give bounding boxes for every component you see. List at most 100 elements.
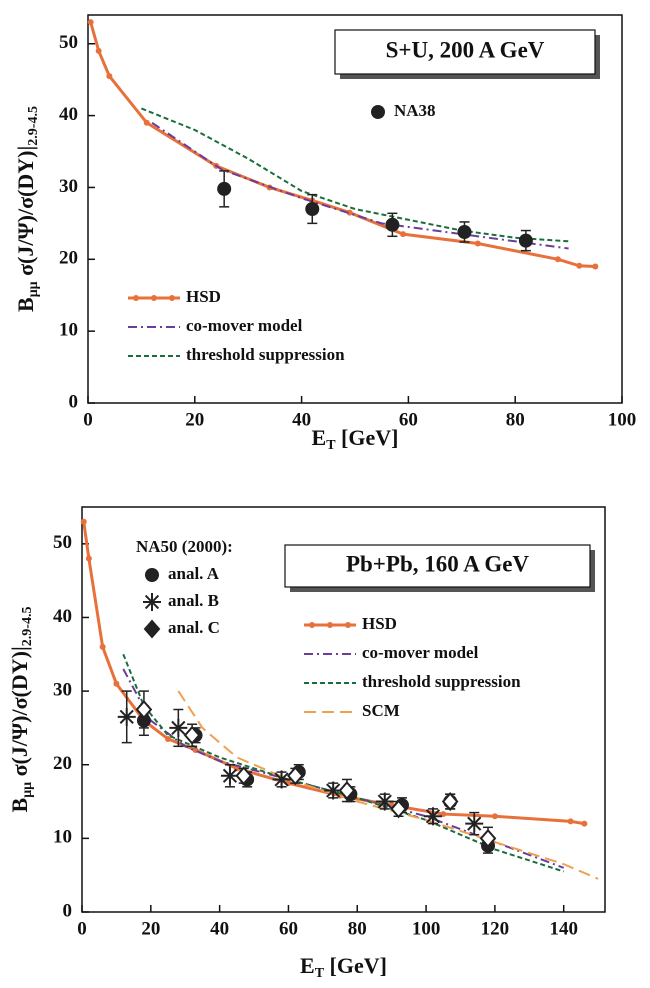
x-tick-label: 40 (292, 409, 311, 430)
y-label-main: B (7, 797, 32, 812)
y-axis-label: Bμμ σ(J/Ψ)/σ(DY)|2.9-4.5 (7, 607, 35, 813)
x-tick-label: 60 (399, 409, 418, 430)
legend-label: threshold suppression (362, 672, 521, 691)
y-label-sub: 2.9-4.5 (26, 106, 41, 146)
marker (324, 781, 343, 800)
marker (474, 240, 481, 247)
marker (554, 256, 561, 263)
marker (143, 119, 150, 126)
y-label-sub: μμ (26, 281, 41, 297)
y-tick-label: 40 (59, 104, 78, 125)
y-tick-label: 40 (53, 606, 72, 627)
x-label-sub: T (315, 966, 325, 981)
marker-stroke (377, 794, 392, 809)
annotation-box (334, 29, 596, 75)
y-tick-label: 30 (59, 176, 78, 197)
marker (183, 725, 201, 745)
legend-label: SCM (362, 701, 400, 720)
legend-label: anal. C (168, 618, 220, 637)
marker-stroke (222, 768, 238, 783)
marker (135, 699, 153, 720)
series-line (122, 653, 565, 873)
marker (390, 799, 407, 819)
marker (371, 105, 385, 119)
x-axis-label: ET [GeV] (300, 953, 387, 981)
marker (400, 231, 407, 238)
y-tick-label: 10 (59, 320, 78, 341)
marker (169, 295, 175, 301)
y-tick-label: 0 (63, 900, 73, 921)
series-line (122, 668, 565, 869)
x-tick-label: 40 (210, 918, 229, 939)
x-tick-label: 100 (608, 409, 637, 430)
marker (465, 814, 484, 833)
series-line (177, 690, 599, 880)
x-tick-label: 80 (506, 409, 525, 430)
plot-frame (81, 506, 606, 913)
x-tick-label: 0 (77, 918, 87, 939)
marker (113, 680, 120, 687)
annotation: S+U, 200 A GeV (386, 37, 545, 62)
panel: 0 20 40 60 80 100 0 10 20 30 40 50 ET [GeV] Bμμ σ(J/Ψ… (13, 14, 637, 453)
marker-stroke (274, 772, 289, 787)
y-label-mid: σ(J/Ψ)/σ(DY)| (7, 646, 32, 782)
x-label-main: E (312, 425, 327, 450)
marker (287, 766, 304, 786)
legend-label: anal. A (168, 564, 220, 583)
marker (518, 233, 533, 248)
marker (567, 818, 574, 825)
x-label-main: E (300, 953, 315, 978)
x-label-rest: [GeV] (336, 425, 399, 450)
marker (272, 770, 291, 789)
marker (169, 718, 188, 737)
marker-stroke (144, 594, 160, 610)
marker (338, 780, 356, 801)
x-tick-label: 120 (481, 918, 510, 939)
marker (217, 181, 232, 196)
panel: 0 20 40 60 80 100 120 140 0 10 20 30 40 50 ET [GeV] Bμμ… (7, 506, 606, 981)
marker (143, 619, 161, 639)
marker (479, 828, 497, 848)
marker (491, 813, 498, 820)
marker (423, 807, 442, 826)
legend-label: anal. B (168, 591, 219, 610)
legend-label: NA38 (394, 101, 436, 120)
legend-title: NA50 (2000): (136, 537, 233, 556)
x-axis-label: ET [GeV] (312, 425, 399, 453)
marker (305, 202, 320, 216)
plot-frame (87, 14, 623, 404)
x-tick-label: 80 (348, 918, 367, 939)
marker (99, 643, 106, 650)
x-label-sub: T (326, 438, 336, 453)
marker (581, 820, 588, 827)
marker (576, 262, 583, 269)
marker (165, 735, 172, 742)
y-tick-label: 10 (53, 827, 72, 848)
x-tick-label: 60 (279, 918, 298, 939)
marker (151, 295, 157, 301)
y-axis-label: Bμμ σ(J/Ψ)/σ(DY)|2.9-4.5 (13, 106, 41, 312)
legend-label: co-mover model (362, 643, 479, 662)
marker (592, 263, 599, 270)
annotation: Pb+Pb, 160 A GeV (346, 551, 529, 576)
marker (133, 295, 139, 301)
marker (87, 19, 94, 26)
marker (220, 766, 239, 785)
legend-label: HSD (362, 614, 397, 633)
y-tick-label: 20 (59, 248, 78, 269)
x-tick-label: 100 (412, 918, 441, 939)
annotation-box (284, 544, 591, 588)
marker-stroke (326, 783, 341, 798)
marker (327, 622, 333, 628)
y-tick-label: 50 (53, 532, 72, 553)
marker-stroke (467, 816, 482, 831)
marker (143, 593, 161, 611)
x-tick-label: 140 (549, 918, 578, 939)
marker (117, 707, 136, 726)
marker-stroke (171, 720, 186, 736)
x-tick-label: 20 (185, 409, 204, 430)
marker (80, 518, 87, 525)
marker (145, 568, 159, 582)
y-label-sub: μμ (20, 782, 35, 798)
